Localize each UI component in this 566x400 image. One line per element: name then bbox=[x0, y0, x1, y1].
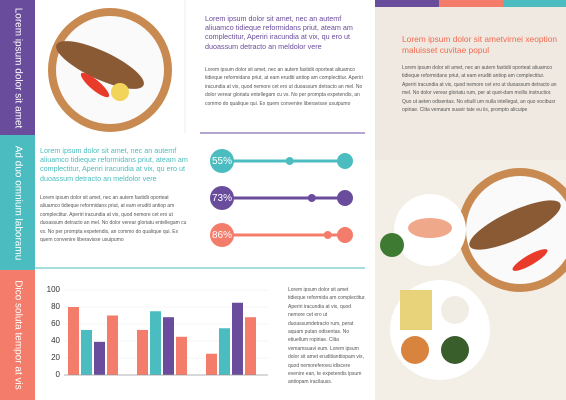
heading: Lorem ipsum dolor sit amet, nec an autem… bbox=[40, 146, 188, 183]
bar bbox=[245, 317, 256, 375]
shrimp bbox=[408, 218, 452, 238]
omelet bbox=[400, 290, 432, 330]
noodles bbox=[401, 336, 429, 364]
progress-dot bbox=[307, 194, 316, 202]
progress-dot bbox=[323, 231, 332, 239]
strip bbox=[439, 0, 503, 7]
body-text: Lorem ipsum dolor sit amet tidieque refo… bbox=[288, 287, 366, 386]
side-tab: Lorem ipsum dolor sit amet bbox=[0, 0, 35, 135]
side-label: Ad duo omnium laboramu bbox=[12, 145, 23, 260]
broccoli bbox=[380, 233, 404, 257]
bar bbox=[232, 302, 243, 375]
side-label: Dico soluta tempor at vis bbox=[12, 280, 23, 390]
y-tick-label: 60 bbox=[51, 319, 60, 328]
progress-label: 55% bbox=[212, 156, 232, 167]
side-tab: Dico soluta tempor at vis bbox=[0, 270, 35, 400]
body-text: Lorem ipsum dolor sit amet, nec an autem… bbox=[205, 67, 363, 107]
y-tick-label: 80 bbox=[51, 302, 60, 311]
progress-badge bbox=[210, 149, 234, 173]
progress-label: 73% bbox=[212, 193, 232, 204]
pepper bbox=[512, 249, 548, 271]
y-tick-label: 40 bbox=[51, 336, 60, 345]
body-text: Lorem ipsum dolor sit amet, nec an autem… bbox=[40, 195, 187, 244]
side-tab: Ad duo omnium laboramu bbox=[0, 135, 35, 270]
bar bbox=[163, 317, 174, 375]
side-label: Lorem ipsum dolor sit amet bbox=[12, 7, 23, 128]
lemon bbox=[111, 83, 129, 101]
heading: Lorem ipsum dolor sit amet, nec an autem… bbox=[205, 14, 353, 51]
progress-end bbox=[337, 190, 353, 206]
progress-badge bbox=[210, 186, 234, 210]
bar bbox=[94, 341, 105, 375]
greens bbox=[441, 336, 469, 364]
progress-badge bbox=[210, 223, 234, 247]
bar bbox=[176, 336, 187, 375]
fish bbox=[56, 41, 144, 89]
bar bbox=[219, 328, 230, 375]
progress-dot bbox=[285, 157, 294, 165]
y-tick-label: 20 bbox=[51, 353, 60, 362]
bar bbox=[206, 353, 217, 375]
bar bbox=[81, 329, 92, 375]
bar bbox=[150, 311, 161, 375]
bar bbox=[68, 307, 79, 375]
progress-end bbox=[337, 153, 353, 169]
progress-label: 86% bbox=[212, 230, 232, 241]
y-tick-label: 100 bbox=[47, 285, 61, 294]
strip bbox=[375, 0, 439, 7]
fish bbox=[469, 200, 561, 250]
y-tick-label: 0 bbox=[56, 370, 61, 379]
body-text: Lorem ipsum dolor sit amet, nec an autem… bbox=[402, 65, 557, 114]
pepper bbox=[80, 72, 110, 98]
bar bbox=[107, 315, 118, 375]
progress-end bbox=[337, 227, 353, 243]
strip bbox=[503, 0, 566, 7]
bar bbox=[137, 329, 148, 375]
heading: Lorem ipsum dolor sit ametvirnei xeoptio… bbox=[402, 34, 558, 55]
rice bbox=[441, 296, 469, 324]
